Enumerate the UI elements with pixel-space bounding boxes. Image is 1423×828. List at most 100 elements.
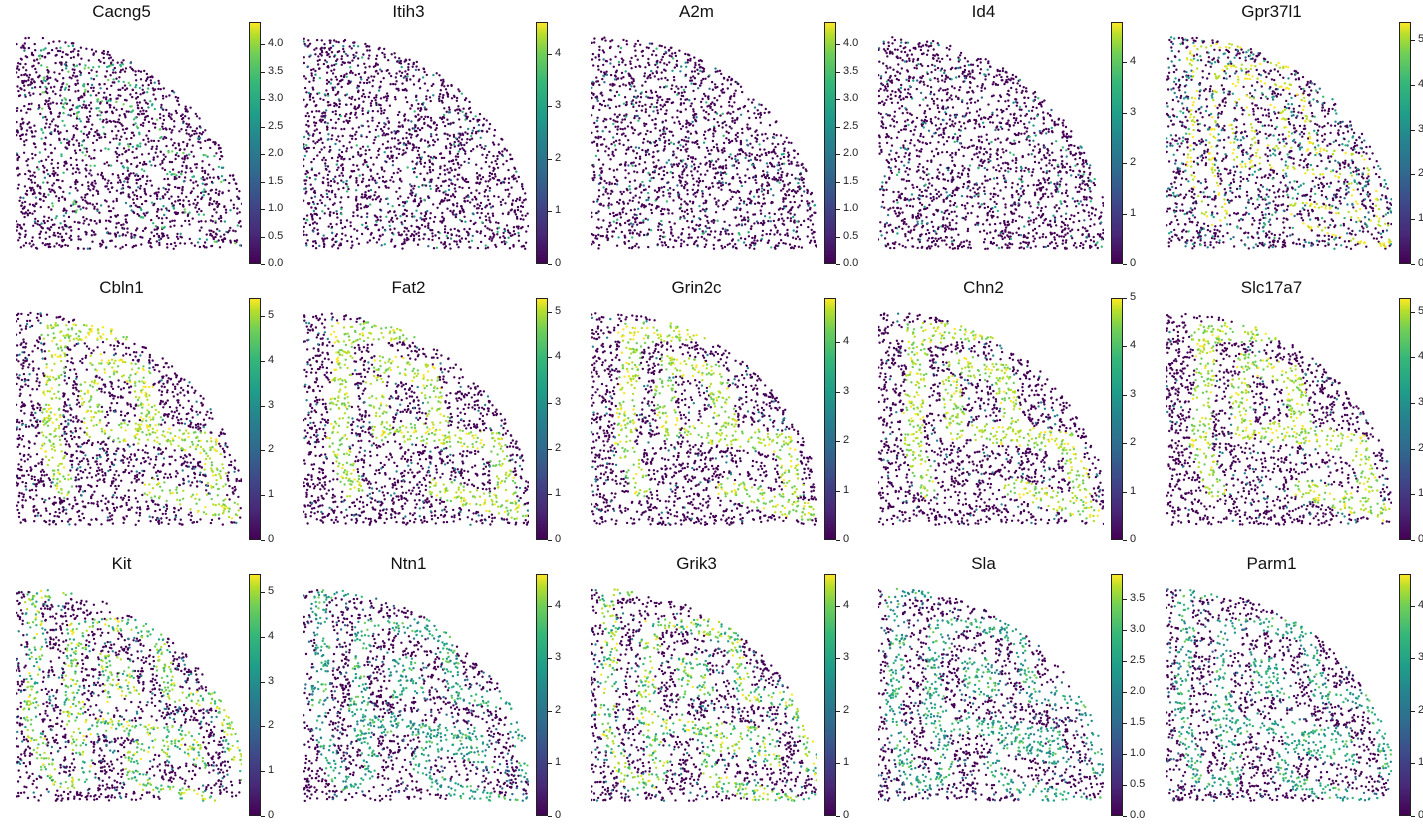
data-point	[429, 126, 433, 129]
data-point	[50, 48, 54, 52]
data-point	[139, 142, 142, 145]
data-point	[20, 127, 23, 130]
data-point	[798, 188, 801, 191]
data-point	[722, 165, 725, 168]
data-point	[642, 204, 646, 207]
data-point	[340, 57, 343, 61]
data-point	[352, 44, 356, 47]
data-point	[810, 228, 813, 232]
data-point	[438, 173, 442, 176]
data-point	[738, 148, 741, 151]
data-point	[592, 140, 596, 143]
data-point	[101, 175, 105, 178]
data-point	[168, 170, 172, 174]
data-point	[141, 229, 145, 233]
tick-label: 1.5	[268, 175, 283, 187]
data-point	[316, 59, 319, 62]
data-point	[660, 228, 663, 232]
data-point	[406, 75, 409, 78]
data-point	[614, 75, 617, 78]
data-point	[111, 186, 114, 189]
data-point	[628, 185, 631, 188]
data-point	[87, 187, 90, 190]
data-point	[377, 186, 381, 189]
data-point	[215, 188, 218, 191]
data-point	[617, 60, 621, 64]
data-point	[304, 221, 307, 225]
data-point	[748, 116, 751, 120]
data-point	[765, 153, 768, 157]
data-point	[781, 217, 784, 220]
data-point	[30, 102, 33, 106]
data-point	[690, 236, 693, 239]
data-point	[650, 53, 654, 56]
data-point	[444, 132, 447, 135]
data-point	[591, 52, 595, 56]
data-point	[339, 114, 342, 118]
data-point	[718, 69, 722, 72]
data-point	[57, 199, 61, 202]
data-point	[350, 137, 354, 140]
data-point	[456, 202, 459, 205]
data-point	[362, 177, 365, 180]
data-point	[512, 230, 516, 233]
data-point	[501, 198, 505, 201]
data-point	[431, 169, 435, 172]
data-point	[342, 75, 346, 79]
data-point	[429, 229, 433, 232]
data-point	[33, 142, 36, 146]
data-point	[773, 136, 776, 140]
data-point	[22, 151, 26, 154]
data-point	[316, 92, 319, 95]
data-point	[303, 179, 306, 182]
data-point	[314, 53, 317, 56]
data-point	[764, 151, 767, 155]
data-point	[613, 83, 616, 86]
data-point	[673, 222, 676, 225]
data-point	[210, 229, 213, 232]
data-point	[707, 113, 710, 116]
data-point	[307, 44, 310, 47]
data-point	[641, 170, 645, 174]
data-point	[605, 181, 608, 185]
data-point	[625, 212, 628, 215]
data-point	[174, 95, 177, 99]
data-point	[659, 209, 663, 213]
data-point	[201, 166, 204, 170]
data-point	[457, 246, 460, 249]
data-point	[109, 74, 112, 77]
data-point	[802, 219, 806, 223]
data-point	[198, 229, 202, 232]
tick-mark	[261, 99, 265, 100]
data-point	[87, 59, 91, 62]
data-point	[776, 231, 779, 234]
data-point	[682, 88, 686, 92]
data-point	[410, 212, 414, 215]
data-point	[445, 110, 448, 114]
data-point	[452, 162, 455, 166]
data-point	[708, 186, 711, 189]
data-point	[147, 140, 150, 143]
data-point	[223, 233, 226, 236]
data-point	[337, 41, 340, 44]
data-point	[39, 230, 43, 233]
data-point	[470, 149, 473, 153]
data-point	[458, 210, 462, 213]
data-point	[396, 113, 400, 117]
data-point	[723, 120, 726, 124]
data-point	[484, 244, 487, 247]
data-point	[218, 190, 221, 193]
data-point	[200, 177, 203, 180]
data-point	[197, 140, 200, 143]
data-point	[484, 144, 487, 148]
data-point	[595, 144, 599, 147]
data-point	[686, 219, 689, 223]
data-point	[452, 135, 456, 138]
data-point	[308, 223, 312, 227]
data-point	[404, 96, 408, 99]
data-point	[440, 199, 444, 202]
data-point	[460, 92, 464, 95]
data-point	[376, 172, 379, 176]
data-point	[644, 149, 647, 153]
data-point	[648, 203, 651, 206]
